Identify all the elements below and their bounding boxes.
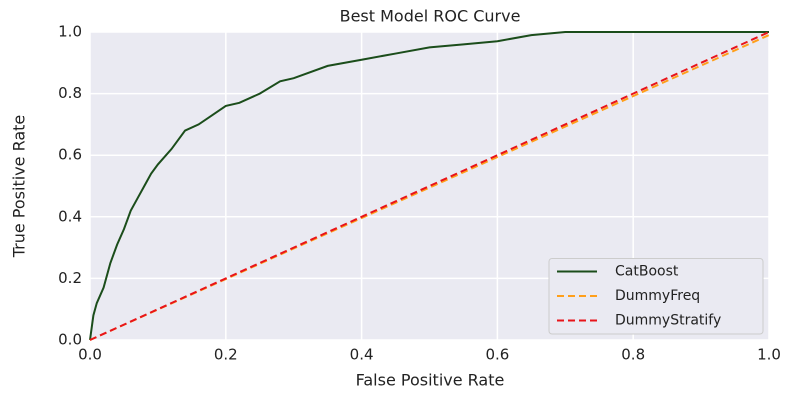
- legend-label: DummyFreq: [615, 288, 700, 304]
- y-tick-label: 0.0: [58, 331, 82, 349]
- y-tick-label: 0.4: [58, 207, 82, 225]
- legend-box: [548, 258, 764, 335]
- x-tick-label: 0.0: [78, 346, 102, 364]
- series-line: [89, 31, 770, 341]
- chart-title: Best Model ROC Curve: [340, 7, 521, 26]
- x-axis-label: False Positive Rate: [356, 371, 505, 390]
- y-tick-label: 0.8: [58, 84, 82, 102]
- legend: CatBoost DummyFreq DummyStratify: [548, 258, 764, 335]
- x-tick-label: 0.8: [621, 346, 645, 364]
- legend-label: DummyStratify: [615, 313, 721, 329]
- x-tick-label: 0.2: [214, 346, 238, 364]
- y-tick-label: 1.0: [58, 23, 82, 41]
- x-tick-label: 0.6: [485, 346, 509, 364]
- y-tick-label: 0.6: [58, 146, 82, 164]
- x-tick-label: 0.4: [350, 346, 374, 364]
- y-axis-label: True Positive Rate: [10, 115, 29, 259]
- y-tick-label: 0.2: [58, 269, 82, 287]
- legend-label: CatBoost: [615, 264, 679, 280]
- grid: [89, 31, 770, 341]
- series-line: [89, 31, 769, 341]
- x-tick-label: 1.0: [757, 346, 781, 364]
- lines: [89, 31, 770, 341]
